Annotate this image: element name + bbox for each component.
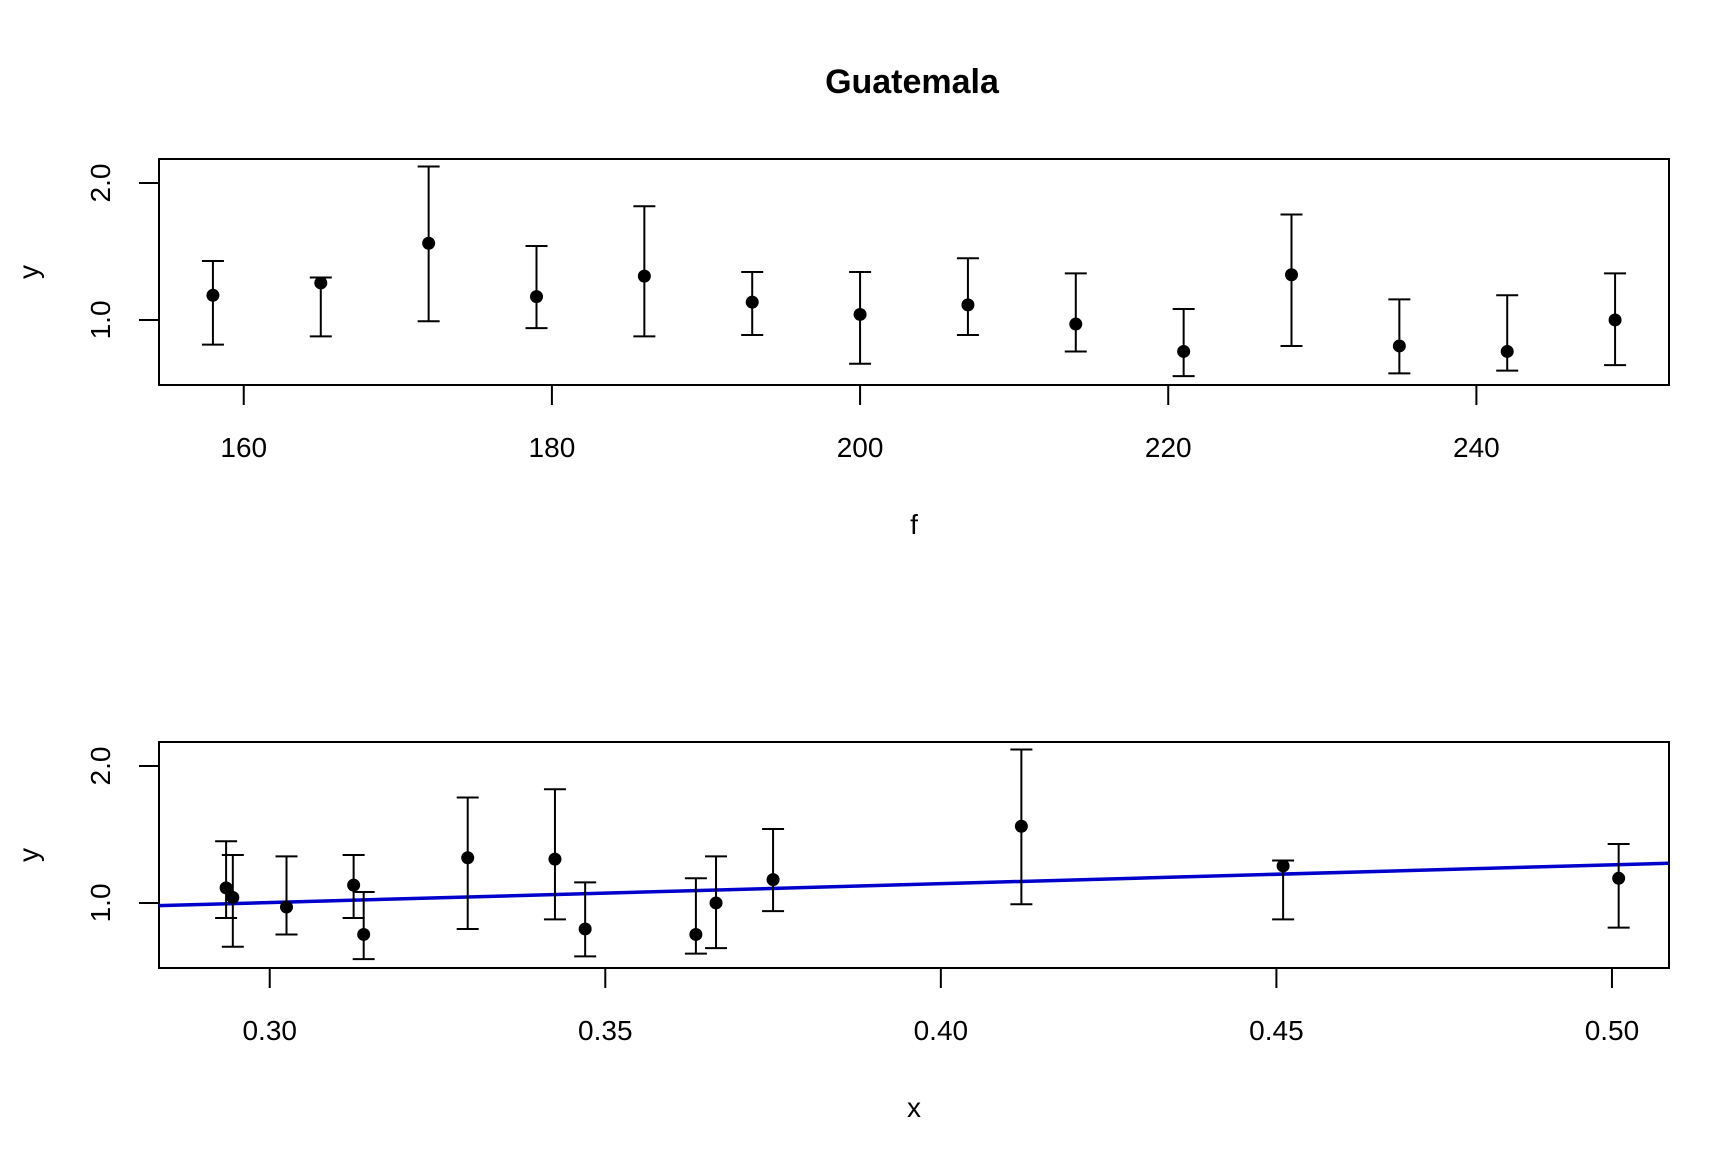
error-bar xyxy=(762,827,785,913)
panel-bottom: 0.30 0.35 0.40 0.45 0.50 1.0 2.0 x y xyxy=(13,741,1670,1123)
error-bar xyxy=(352,890,375,961)
error-bar xyxy=(275,855,298,936)
x-tick-label: 240 xyxy=(1453,432,1500,463)
data-point xyxy=(853,307,867,321)
data-point xyxy=(530,290,543,304)
x-axis-label: x xyxy=(907,1092,921,1123)
data-point xyxy=(422,236,436,250)
data-point xyxy=(314,276,328,290)
data-point xyxy=(1500,344,1514,358)
x-tick-label: 0.50 xyxy=(1585,1015,1640,1046)
data-point xyxy=(206,288,220,302)
data-point xyxy=(1392,339,1406,353)
y-tick-label: 1.0 xyxy=(85,883,116,922)
y-tick-label: 1.0 xyxy=(85,300,116,339)
data-point xyxy=(1612,871,1626,885)
fit-line xyxy=(159,861,1669,908)
plot-frame xyxy=(158,158,1670,386)
x-tick-label: 0.40 xyxy=(914,1015,969,1046)
error-bar xyxy=(1607,843,1630,929)
chart-title: Guatemala xyxy=(825,63,1000,101)
error-bar xyxy=(201,260,224,346)
data-point xyxy=(961,298,975,312)
x-tick-label: 0.45 xyxy=(1249,1015,1304,1046)
data-point xyxy=(347,878,361,892)
y-tick-label: 2.0 xyxy=(85,164,116,203)
y-axis-label: y xyxy=(13,265,44,279)
data-point xyxy=(548,852,562,866)
error-bar xyxy=(1064,272,1087,353)
data-point xyxy=(1285,268,1298,282)
plot-frame xyxy=(158,741,1670,969)
error-bar xyxy=(1388,298,1411,375)
x-tick-label: 220 xyxy=(1145,432,1192,463)
data-point xyxy=(1276,859,1290,873)
data-point xyxy=(766,873,780,887)
data-point xyxy=(226,890,240,904)
data-point xyxy=(1177,344,1191,358)
data-point xyxy=(1014,819,1028,833)
x-tick-label: 0.35 xyxy=(578,1015,633,1046)
data-point xyxy=(1069,317,1083,331)
data-point xyxy=(357,927,371,941)
y-axis-label: y xyxy=(13,848,44,862)
x-tick-label: 0.30 xyxy=(242,1015,297,1046)
x-axis-label: f xyxy=(910,509,918,540)
data-point xyxy=(280,900,294,914)
x-tick-label: 180 xyxy=(529,432,576,463)
y-tick-label: 2.0 xyxy=(85,747,116,786)
data-point xyxy=(709,896,723,910)
panel-top: 160 180 200 220 240 1.0 2.0 f y xyxy=(13,158,1670,540)
data-point xyxy=(689,927,703,941)
data-point xyxy=(637,269,651,283)
data-point xyxy=(461,851,475,865)
error-bar xyxy=(1172,307,1195,378)
error-bar xyxy=(956,257,979,337)
error-bar xyxy=(525,244,548,330)
data-point xyxy=(1608,313,1622,327)
error-bar xyxy=(574,881,597,958)
x-tick-label: 200 xyxy=(837,432,884,463)
data-point xyxy=(745,295,759,309)
data-point xyxy=(578,922,592,936)
error-bar xyxy=(1496,294,1519,372)
error-bar xyxy=(684,877,707,955)
x-tick-label: 160 xyxy=(220,432,267,463)
data-point xyxy=(219,881,233,895)
